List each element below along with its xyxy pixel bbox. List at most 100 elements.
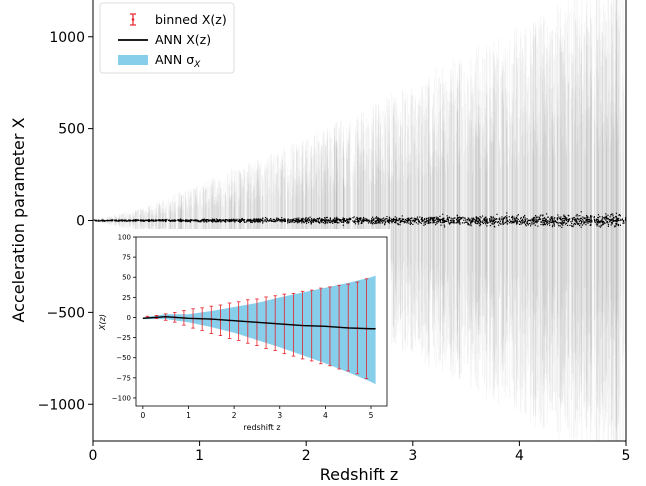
main-data-point bbox=[526, 222, 528, 224]
main-data-point bbox=[490, 219, 492, 221]
main-data-point bbox=[586, 219, 589, 221]
main-data-point bbox=[485, 218, 487, 221]
main-data-point bbox=[454, 217, 456, 219]
main-data-point bbox=[527, 223, 529, 225]
main-data-point bbox=[584, 221, 586, 224]
main-data-point bbox=[518, 223, 521, 225]
main-data-point bbox=[368, 219, 370, 221]
main-data-point bbox=[447, 220, 450, 222]
main-data-point bbox=[459, 222, 461, 224]
main-data-point bbox=[502, 218, 505, 220]
main-data-point bbox=[332, 219, 334, 221]
main-data-point bbox=[352, 217, 354, 219]
main-data-point bbox=[378, 220, 381, 222]
main-data-point bbox=[544, 219, 546, 222]
main-data-point bbox=[250, 219, 252, 222]
main-data-point bbox=[491, 221, 493, 223]
main-data-point bbox=[444, 226, 446, 228]
main-data-point bbox=[296, 220, 298, 223]
main-data-point bbox=[134, 219, 136, 222]
main-data-point bbox=[520, 216, 522, 219]
main-data-point bbox=[157, 219, 159, 221]
main-data-point bbox=[591, 220, 593, 222]
main-data-point bbox=[450, 219, 452, 222]
main-data-point bbox=[616, 223, 618, 226]
main-data-point bbox=[188, 220, 190, 222]
main-data-point bbox=[564, 222, 566, 224]
main-data-point bbox=[439, 215, 441, 217]
main-data-point bbox=[498, 224, 500, 226]
main-data-point bbox=[294, 221, 297, 223]
main-data-point bbox=[596, 220, 598, 223]
main-data-point bbox=[435, 222, 437, 224]
main-data-point bbox=[524, 219, 526, 221]
main-data-point bbox=[334, 217, 336, 219]
main-data-point bbox=[590, 224, 592, 226]
main-data-point bbox=[602, 223, 604, 226]
main-data-point bbox=[356, 217, 358, 219]
main-data-point bbox=[230, 219, 232, 221]
main-data-point bbox=[532, 220, 534, 222]
main-data-point bbox=[169, 220, 171, 222]
main-data-point bbox=[588, 220, 590, 223]
main-data-point bbox=[556, 217, 558, 219]
main-data-point bbox=[202, 219, 204, 222]
main-data-point bbox=[283, 220, 285, 222]
main-data-point bbox=[504, 216, 506, 218]
main-data-point bbox=[516, 223, 518, 225]
main-data-point bbox=[326, 216, 328, 219]
main-data-point bbox=[520, 221, 522, 224]
main-data-point bbox=[393, 218, 395, 221]
main-data-point bbox=[451, 222, 453, 224]
main-data-point bbox=[243, 219, 246, 221]
main-data-point bbox=[622, 222, 624, 224]
main-data-point bbox=[597, 221, 599, 223]
main-data-point bbox=[264, 220, 266, 222]
main-data-point bbox=[493, 219, 495, 221]
main-data-point bbox=[508, 216, 510, 218]
main-data-point bbox=[589, 221, 591, 223]
main-data-point bbox=[423, 224, 425, 226]
main-data-point bbox=[446, 217, 449, 219]
main-data-point bbox=[558, 216, 560, 218]
main-data-point bbox=[463, 222, 465, 224]
main-data-point bbox=[189, 221, 191, 223]
main-data-point bbox=[542, 224, 544, 226]
main-data-point bbox=[430, 221, 432, 223]
main-data-point bbox=[94, 219, 96, 221]
main-data-point bbox=[472, 217, 475, 219]
main-data-point bbox=[225, 219, 227, 221]
main-data-point bbox=[597, 214, 600, 216]
main-data-point bbox=[336, 221, 339, 223]
main-data-point bbox=[516, 220, 518, 222]
main-data-point bbox=[332, 222, 334, 224]
main-data-point bbox=[353, 216, 355, 218]
main-data-point bbox=[292, 218, 295, 220]
main-data-point bbox=[121, 219, 123, 221]
main-data-point bbox=[216, 221, 218, 223]
main-data-point bbox=[512, 221, 514, 223]
main-data-point bbox=[535, 214, 537, 217]
main-data-point bbox=[257, 220, 259, 222]
main-data-point bbox=[350, 218, 352, 221]
main-data-point bbox=[596, 218, 598, 221]
main-data-point bbox=[404, 221, 406, 223]
main-data-point bbox=[589, 219, 591, 221]
main-data-point bbox=[443, 221, 445, 223]
main-data-point bbox=[610, 214, 612, 216]
main-data-point bbox=[396, 217, 398, 219]
main-data-point bbox=[284, 218, 286, 221]
main-data-point bbox=[182, 219, 184, 221]
main-data-point bbox=[277, 217, 279, 220]
main-data-point bbox=[607, 217, 609, 220]
main-data-point bbox=[598, 220, 600, 222]
main-data-point bbox=[198, 220, 200, 222]
main-data-point bbox=[395, 220, 397, 222]
main-data-point bbox=[310, 218, 313, 220]
main-data-point bbox=[399, 222, 401, 224]
main-data-point bbox=[562, 219, 564, 221]
main-data-point bbox=[308, 218, 310, 220]
main-data-point bbox=[614, 225, 616, 227]
main-data-point bbox=[458, 220, 460, 222]
main-data-point bbox=[444, 220, 446, 223]
